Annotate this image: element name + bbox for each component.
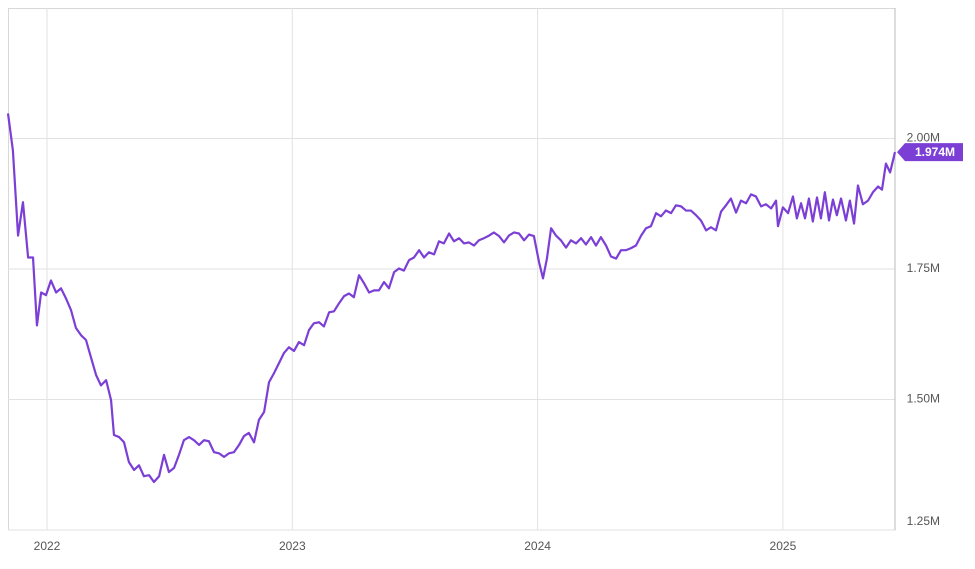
value-tag-label: 1.974M xyxy=(915,145,955,159)
y-tick-label: 1.75M xyxy=(907,261,940,275)
value-tag: 1.974M xyxy=(897,143,963,162)
x-tick-label: 2023 xyxy=(279,539,306,553)
x-tick-label: 2022 xyxy=(34,539,61,553)
y-tick-label: 1.50M xyxy=(907,392,940,406)
value-tag-shape xyxy=(897,143,963,162)
y-tick-label: 1.25M xyxy=(907,514,940,528)
data-line xyxy=(6,113,897,484)
y-tick-label: 2.00M xyxy=(907,131,940,145)
x-tick-label: 2025 xyxy=(770,539,797,553)
x-tick-label: 2024 xyxy=(524,539,551,553)
